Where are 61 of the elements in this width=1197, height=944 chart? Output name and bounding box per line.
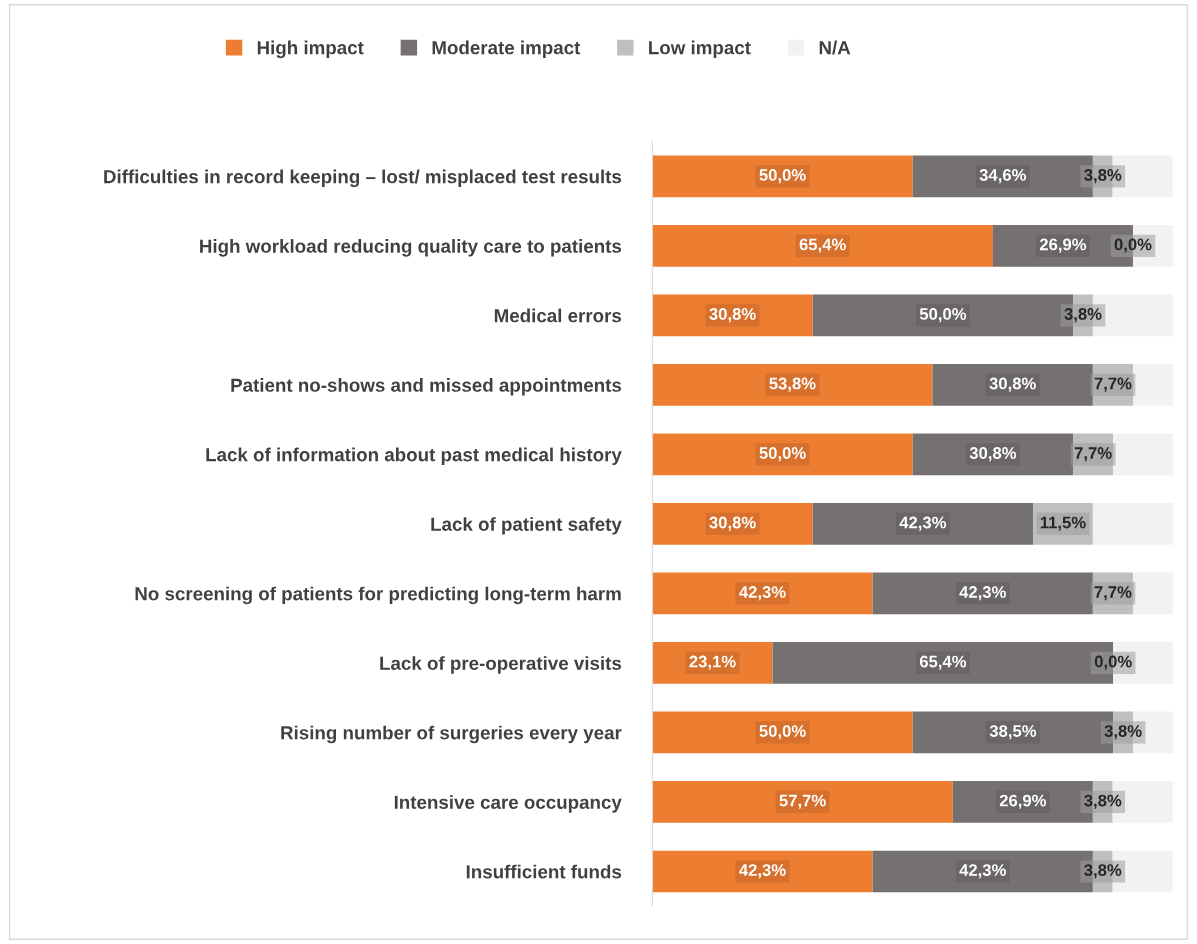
data-label: 3,8%	[1064, 308, 1102, 323]
bar	[652, 711, 913, 754]
legend-label: High impact	[257, 40, 364, 59]
bar	[652, 850, 873, 893]
data-label: 30,8%	[709, 308, 756, 323]
data-label: 65,4%	[919, 655, 967, 670]
bar	[652, 642, 773, 684]
legend-label: N/A	[819, 40, 851, 55]
data-label: 7,7%	[1074, 447, 1112, 462]
y-tick-label: Insufficient funds	[466, 864, 622, 879]
data-label: 42,3%	[959, 586, 1006, 601]
data-label: 50,0%	[759, 447, 806, 462]
data-label: 26,9%	[999, 794, 1047, 809]
y-tick-label: Medical errors	[494, 308, 622, 323]
bar	[652, 155, 913, 198]
data-label: 3,8%	[1084, 864, 1122, 879]
y-tick-label: High workload reducing quality care to patients	[200, 239, 622, 257]
data-label: 0,0%	[1114, 238, 1152, 253]
data-label: 42,3%	[739, 586, 786, 601]
data-label: 57,7%	[779, 794, 826, 809]
bar	[652, 503, 813, 545]
bar	[652, 364, 933, 406]
y-tick-label: Lack of pre-operative visits	[380, 656, 622, 674]
legend-label: Moderate impact	[432, 40, 581, 59]
data-label: 7,7%	[1094, 586, 1132, 601]
data-label: 50,0%	[919, 308, 967, 323]
bar	[652, 294, 813, 337]
data-label: 23,1%	[689, 655, 736, 670]
y-tick-label: Patient no-shows and missed appointments	[231, 378, 622, 396]
data-label: 3,8%	[1084, 169, 1122, 184]
y-tick-label: Intensive care occupancy	[394, 795, 622, 813]
bar	[652, 572, 873, 615]
bar	[812, 503, 1033, 545]
data-label: 3,8%	[1104, 725, 1142, 740]
bar	[652, 225, 993, 267]
data-label: 38,5%	[989, 725, 1037, 740]
data-label: 53,8%	[769, 377, 816, 392]
data-label: 50,0%	[759, 169, 806, 184]
data-label: 42,3%	[959, 864, 1006, 879]
data-label: 42,3%	[739, 864, 786, 879]
bar	[652, 433, 913, 476]
data-label: 26,9%	[1039, 238, 1087, 253]
data-label: 42,3%	[899, 516, 947, 531]
bar	[1032, 503, 1093, 545]
data-label: 30,8%	[989, 377, 1036, 392]
data-label: 7,7%	[1094, 377, 1132, 392]
data-label: 65,4%	[799, 238, 846, 253]
y-tick-label: No screening of patients for predicting long-term harm	[135, 586, 621, 605]
data-label: 30,8%	[709, 516, 756, 531]
data-label: 50,0%	[759, 725, 806, 740]
data-label: 11,5%	[1040, 516, 1086, 531]
bar	[652, 781, 953, 823]
data-label: 30,8%	[969, 447, 1017, 462]
data-label: 34,6%	[979, 169, 1026, 184]
legend-label: Low impact	[649, 40, 751, 59]
data-label: 0,0%	[1094, 655, 1132, 670]
y-tick-label: Lack of patient safety	[431, 517, 622, 535]
y-tick-label: Lack of information about past medical history	[206, 447, 622, 466]
y-tick-label: Difficulties in record keeping – lost/ misplaced test results	[104, 169, 622, 188]
y-tick-label: Rising number of surgeries every year	[281, 725, 622, 744]
data-label: 3,8%	[1084, 794, 1122, 809]
